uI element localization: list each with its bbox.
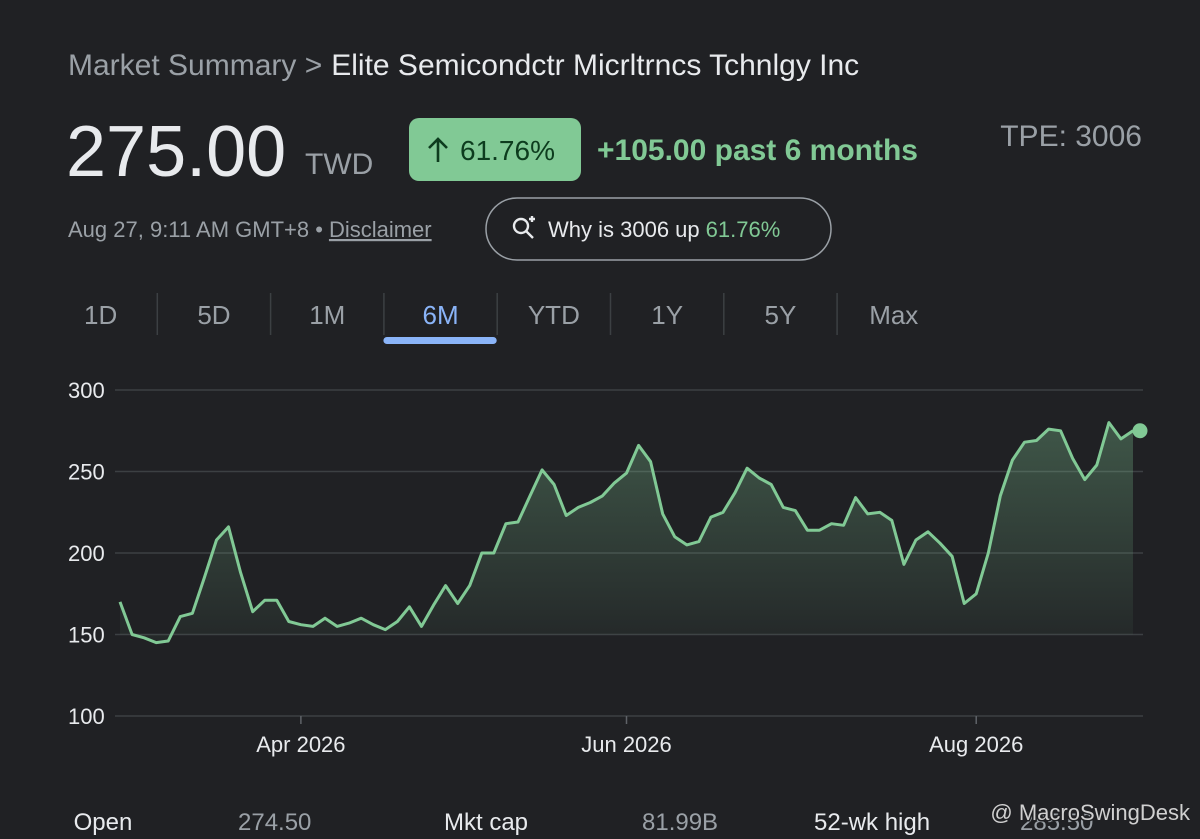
x-tick-label: Apr 2026 (256, 732, 345, 757)
range-tab[interactable]: 5D (197, 300, 230, 330)
range-tab[interactable]: 6M (422, 300, 458, 330)
last-price-dot (1132, 423, 1148, 439)
range-tab[interactable]: 1D (84, 300, 117, 330)
why-label: Why is 3006 up (548, 217, 700, 242)
company-name: Elite Semicondctr Micrltrncs Tchnlgy Inc (331, 49, 859, 82)
stat-label: 52-wk high (814, 809, 930, 836)
range-tab[interactable]: 1Y (651, 300, 683, 330)
range-tabs: 1D 5D 1M 6M YTD 1Y 5Y Max (84, 293, 918, 344)
up-arrow (428, 137, 448, 162)
stat-value: 285.50 (1020, 809, 1093, 836)
breadcrumb-link[interactable]: Market Summary > (68, 49, 322, 82)
stat-label: Open (74, 809, 133, 836)
stat-value: 274.50 (238, 809, 311, 836)
disclaimer-link[interactable]: Disclaimer (329, 217, 432, 242)
area-fill (120, 422, 1133, 643)
stat-label: Mkt cap (444, 809, 528, 836)
y-tick-label: 200 (68, 541, 105, 566)
why-percent: 61.76% (706, 217, 781, 242)
breadcrumb: Market Summary > Elite Semicondctr Micrlt… (68, 49, 859, 82)
x-tick-label: Jun 2026 (581, 732, 672, 757)
y-tick-label: 300 (68, 378, 105, 403)
price-line (118, 421, 1134, 645)
y-tick-label: 250 (68, 460, 105, 485)
range-tab[interactable]: 5Y (765, 300, 797, 330)
change-text: +105.00 past 6 months (597, 134, 918, 167)
watermark: @ MacroSwingDesk (990, 800, 1191, 825)
price-chart: 100 150 200 250 300 Apr 2026 Jun 2026 Aug 2026 (68, 378, 1148, 757)
why-button[interactable] (485, 197, 832, 261)
range-tab[interactable]: 1M (309, 300, 345, 330)
search-spark-icon (512, 216, 535, 239)
tab-underline (383, 337, 497, 344)
x-tick-label: Aug 2026 (929, 732, 1023, 757)
y-tick-label: 150 (68, 623, 105, 648)
y-tick-label: 100 (68, 704, 105, 729)
change-percent: 61.76% (460, 135, 555, 166)
ticker: TPE: 3006 (1000, 120, 1142, 153)
stat-value: 81.99B (642, 809, 718, 836)
currency: TWD (305, 148, 373, 181)
why-text[interactable]: Why is 3006 up 61.76% (548, 217, 780, 242)
change-badge (409, 118, 581, 181)
range-tab[interactable]: YTD (528, 300, 580, 330)
timestamp: Aug 27, 9:11 AM GMT+8 • (68, 217, 323, 242)
price: 275.00 (66, 112, 286, 192)
timestamp-line: Aug 27, 9:11 AM GMT+8 • Disclaimer (68, 217, 432, 242)
range-tab[interactable]: Max (869, 300, 918, 330)
